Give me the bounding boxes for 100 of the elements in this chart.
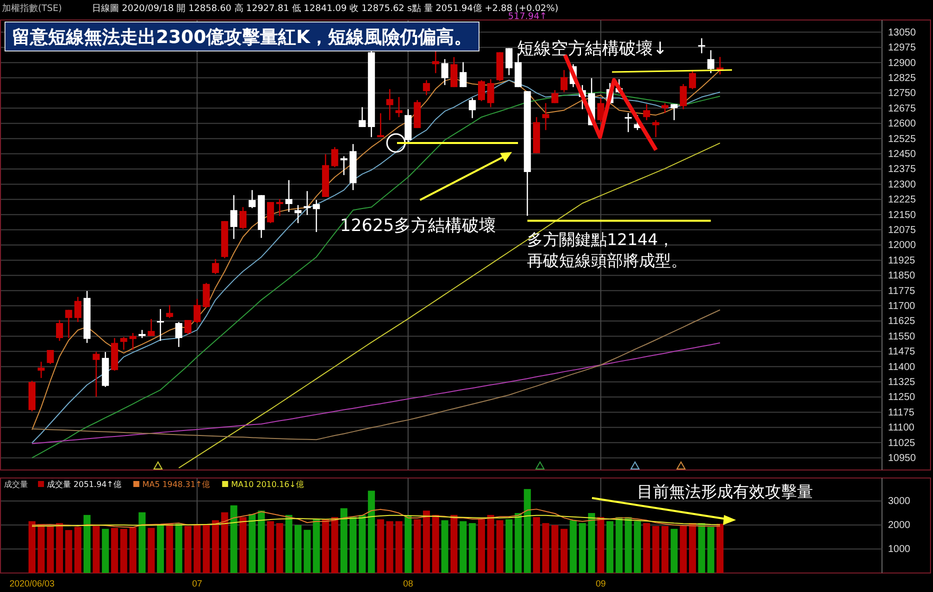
y-tick-label: 11250	[888, 392, 916, 404]
candlestick	[340, 156, 348, 176]
candlestick	[707, 50, 714, 74]
bar	[46, 526, 54, 573]
y-tick-label: 11100	[888, 422, 915, 434]
candlestick	[202, 282, 210, 308]
annotation: 再破短線頭部將成型。	[527, 250, 687, 270]
bar	[120, 528, 128, 573]
candlestick	[377, 112, 384, 138]
y-tick-label: 1000	[888, 544, 911, 556]
bar	[496, 520, 504, 573]
candlestick	[46, 349, 54, 365]
y-tick-label: 11925	[888, 255, 916, 266]
bar	[570, 520, 577, 573]
bar	[368, 490, 375, 573]
legend-label: MA5 1948.31↑億	[142, 480, 210, 489]
candlestick	[304, 190, 311, 216]
candlestick	[652, 120, 660, 138]
candlestick	[460, 62, 467, 88]
bar	[661, 526, 668, 573]
chart-subtitle: 日線圖 2020/09/18 開 12858.60 高 12927.81 低 12841.09 收 12875.62 s點 量 2051.94億 +2.88 (+0.02%)	[92, 3, 558, 14]
bar	[38, 524, 45, 573]
y-tick-label: 11475	[888, 346, 916, 358]
bar	[350, 517, 357, 573]
x-tick-label: 2020/06/03	[9, 578, 55, 588]
candlestick	[285, 180, 292, 213]
bar	[276, 523, 284, 573]
candlestick	[441, 58, 448, 86]
bar	[358, 514, 366, 573]
bar	[606, 521, 614, 573]
legend-label: MA10 2010.16↓億	[231, 480, 304, 489]
bar	[175, 523, 182, 573]
candlestick	[478, 80, 485, 102]
annotation: 留意短線無法走出2300億攻擊量紅K，短線風險仍偏高。	[12, 27, 472, 48]
y-tick-label: 11775	[888, 286, 916, 297]
y-tick-label: 10950	[888, 453, 916, 464]
annotation: 517.94↑	[508, 12, 548, 22]
y-tick-label: 12300	[888, 179, 916, 190]
annotation: 短線空方結構破壞↓	[517, 39, 668, 59]
bar	[698, 523, 706, 573]
y-tick-label: 11850	[888, 270, 916, 282]
bar	[166, 524, 174, 573]
bar	[239, 517, 246, 573]
candlestick	[450, 56, 458, 88]
y-tick-label: 11625	[888, 316, 916, 328]
candlestick	[248, 189, 256, 209]
candlestick	[120, 336, 128, 350]
bar	[212, 520, 219, 573]
bar	[312, 519, 320, 573]
candlestick	[422, 80, 430, 96]
candlestick	[230, 194, 238, 240]
bar	[340, 508, 348, 573]
line-series	[178, 142, 720, 468]
bar	[138, 512, 146, 573]
bar	[377, 519, 384, 573]
bar	[460, 521, 467, 573]
bar	[688, 523, 696, 573]
bar	[597, 517, 604, 573]
y-tick-label: 11700	[888, 301, 916, 312]
chart-title: 成交量	[4, 480, 28, 489]
bar	[56, 523, 64, 573]
bar	[194, 525, 201, 573]
y-tick-label: 12075	[888, 224, 916, 236]
candlestick	[294, 204, 302, 224]
y-tick-label: 11400	[888, 362, 916, 373]
annotation: 多方關鍵點12144，	[527, 230, 674, 249]
bar	[450, 514, 458, 573]
candlestick	[184, 319, 192, 335]
y-tick-label: 12900	[888, 58, 916, 69]
bar	[148, 528, 155, 573]
y-tick-label: 3000	[888, 496, 911, 508]
bar	[670, 528, 678, 573]
bar	[680, 526, 687, 573]
candlestick	[267, 201, 274, 224]
y-tick-label: 11550	[888, 331, 916, 342]
candlestick	[331, 146, 338, 168]
bar	[267, 521, 274, 573]
candlestick	[129, 332, 136, 350]
candlestick	[542, 102, 550, 131]
y-tick-label: 13050	[888, 27, 916, 38]
candlestick	[680, 83, 687, 110]
y-tick-label: 2000	[888, 520, 911, 532]
bar	[588, 513, 596, 573]
y-tick-label: 12525	[888, 134, 916, 145]
legend-label: 成交量 2051.94↑億	[47, 480, 122, 489]
bar	[551, 525, 558, 573]
bar	[716, 524, 724, 573]
candlestick	[698, 38, 706, 54]
candlestick	[156, 308, 164, 342]
y-tick-label: 11175	[888, 407, 915, 418]
bar	[487, 514, 494, 573]
bar	[92, 526, 100, 573]
bar	[468, 523, 476, 573]
bar	[285, 514, 292, 573]
candlestick	[506, 48, 513, 76]
x-tick-label: 08	[403, 578, 414, 588]
candlestick	[487, 78, 494, 108]
y-tick-label: 12225	[888, 194, 916, 206]
y-tick-label: 12825	[888, 72, 916, 84]
bar	[248, 514, 256, 573]
